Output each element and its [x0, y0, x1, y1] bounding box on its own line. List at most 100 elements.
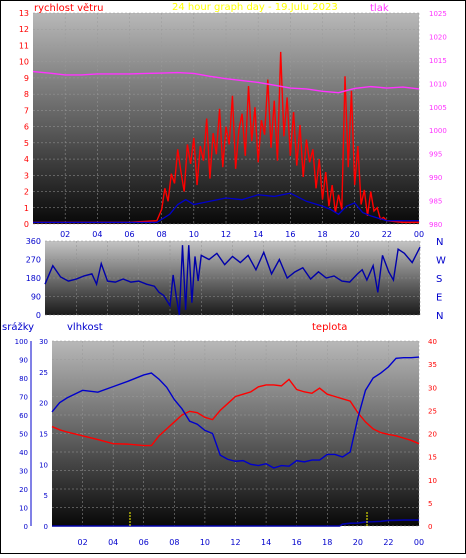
pressure-tick-label: 1000: [429, 127, 447, 135]
temperature-tick-label: 5: [428, 500, 432, 508]
pressure-axis-title: tlak: [370, 3, 389, 14]
temperature-tick-label: 10: [428, 477, 437, 485]
climate-series: [51, 356, 420, 527]
x-axis-ticks-climate: 02 04 06 08 10 12 14 16 18 20 22 00: [77, 538, 424, 547]
humidity-axis-ticks: 0 5 10 15 20 25 30: [39, 338, 48, 531]
direction-tick-label: 0: [36, 311, 41, 320]
x-tick-label: 02: [77, 538, 87, 547]
rain-tick-label: 60: [19, 412, 28, 420]
x-tick-label: 22: [383, 538, 393, 547]
humidity-tick-label: 15: [39, 431, 48, 439]
compass-tick-label: S: [436, 274, 442, 285]
temperature-tick-label: 30: [428, 384, 437, 392]
pressure-tick-label: 995: [429, 151, 442, 159]
compass-tick-label: N: [436, 237, 443, 248]
wind-tick-label: 2: [24, 188, 29, 197]
temperature-tick-label: 25: [428, 407, 437, 415]
pressure-tick-label: 1005: [429, 104, 447, 112]
x-tick-label: 18: [317, 230, 327, 239]
compass-tick-label: N: [436, 311, 443, 322]
pressure-line: [32, 70, 420, 94]
temperature-tick-label: 20: [428, 431, 437, 439]
x-tick-label: 00: [414, 230, 424, 239]
humidity-axis-title: vlhkost: [67, 322, 103, 333]
pressure-tick-label: 1015: [429, 57, 447, 65]
grid-climate: [52, 340, 420, 527]
humidity-tick-label: 10: [39, 461, 48, 469]
x-tick-label: 06: [139, 538, 149, 547]
temperature-tick-label: 35: [428, 361, 437, 369]
wind-tick-label: 1: [24, 204, 29, 213]
wind-tick-label: 11: [19, 41, 29, 50]
graph-title: 24 hour graph day - 19.Julu 2023: [172, 2, 338, 13]
x-tick-label: 14: [261, 538, 271, 547]
x-tick-label: 00: [414, 538, 424, 547]
rain-tick-label: 80: [19, 375, 28, 383]
x-tick-label: 10: [189, 230, 199, 239]
panel-rain-humidity-temperature: 0 10 20 30 40 50 60 70 80 90 100 0 5 10 15 20 25 30 0 5 10…: [15, 338, 437, 547]
x-tick-label: 08: [157, 230, 167, 239]
x-tick-label: 16: [292, 538, 302, 547]
x-tick-label: 12: [221, 230, 231, 239]
pressure-axis-ticks: 980 985 990 995 1000 1005 1010 1015 1020 1025: [429, 10, 447, 229]
wind-tick-label: 7: [24, 106, 29, 115]
direction-tick-label: 270: [26, 256, 41, 265]
direction-tick-label: 90: [31, 293, 41, 302]
temperature-axis-ticks: 0 5 10 15 20 25 30 35 40: [428, 338, 437, 531]
compass-tick-label: E: [436, 293, 442, 304]
temperature-tick-label: 0: [428, 523, 432, 531]
direction-degree-ticks: 0 90 180 270 360: [26, 237, 41, 320]
rain-tick-label: 90: [19, 357, 28, 365]
pressure-tick-label: 1025: [429, 10, 447, 18]
humidity-tick-label: 30: [39, 338, 48, 346]
rain-tick-label: 100: [15, 338, 28, 346]
x-tick-label: 04: [108, 538, 118, 547]
wind-axis-title: rychlost větru: [34, 2, 104, 14]
rain-tick-label: 40: [19, 449, 28, 457]
rain-tick-label: 50: [19, 431, 28, 439]
wind-tick-label: 3: [24, 171, 29, 180]
rain-axis-title: srážky: [2, 321, 34, 333]
wind-tick-label: 13: [19, 9, 29, 18]
x-tick-label: 18: [322, 538, 332, 547]
rain-tick-label: 70: [19, 394, 28, 402]
humidity-tick-label: 20: [39, 400, 48, 408]
wind-tick-label: 10: [19, 58, 29, 67]
wind-tick-label: 8: [24, 90, 29, 99]
temperature-tick-label: 40: [428, 338, 437, 346]
rain-tick-label: 30: [19, 468, 28, 476]
humidity-line: [51, 356, 420, 469]
temperature-tick-label: 15: [428, 454, 437, 462]
direction-series: [44, 245, 421, 316]
x-tick-label: 12: [230, 538, 240, 547]
pressure-tick-label: 985: [429, 198, 442, 206]
grid-direction: [45, 240, 421, 316]
wind-pressure-series: [32, 51, 420, 224]
wind-tick-label: 5: [24, 139, 29, 148]
wind-tick-label: 6: [24, 123, 29, 132]
wind-tick-label: 4: [24, 155, 29, 164]
temperature-axis-title: teplota: [312, 322, 347, 333]
x-tick-label: 20: [353, 538, 363, 547]
compass-tick-label: W: [436, 256, 446, 267]
x-tick-label: 06: [124, 230, 134, 239]
x-tick-label: 20: [350, 230, 360, 239]
humidity-tick-label: 0: [44, 523, 48, 531]
pressure-tick-label: 980: [429, 221, 442, 229]
pressure-tick-label: 1020: [429, 33, 447, 41]
x-axis-ticks-wind: 02 04 06 08 10 12 14 16 18 20 22 00: [60, 230, 424, 239]
humidity-tick-label: 25: [39, 369, 48, 377]
wind-speed-line: [33, 51, 419, 224]
direction-tick-label: 180: [26, 274, 41, 283]
x-tick-label: 10: [200, 538, 210, 547]
x-tick-label: 04: [92, 230, 102, 239]
rain-line: [52, 519, 419, 527]
direction-tick-label: 360: [26, 237, 41, 246]
x-tick-label: 14: [253, 230, 263, 239]
